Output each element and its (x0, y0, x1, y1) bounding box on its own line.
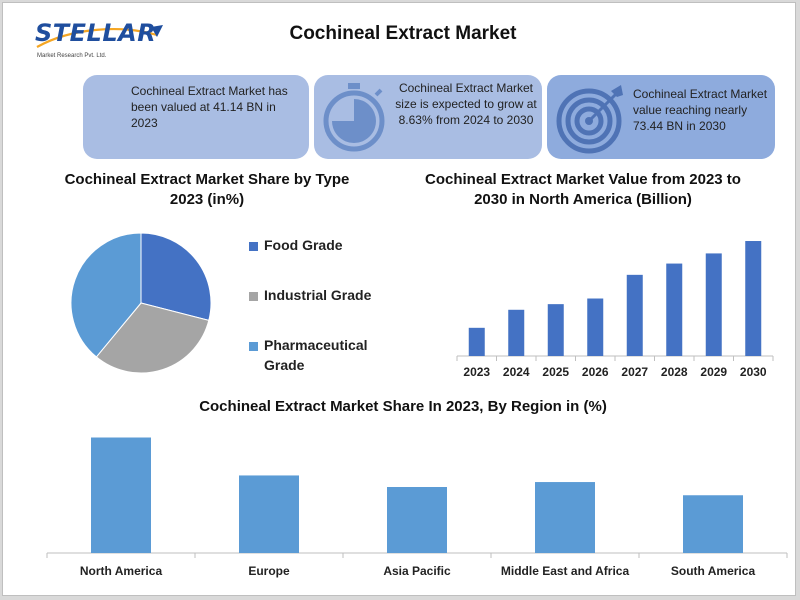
x-tick-label: North America (80, 564, 163, 578)
legend-swatch (249, 342, 258, 351)
bar-2025 (547, 304, 564, 356)
stat-card-forecast: Cochineal Extract Market value reaching … (547, 75, 775, 159)
brand-subtitle: Market Research Pvt. Ltd. (37, 53, 107, 59)
logo: STELLAR Market Research Pvt. Ltd. (33, 13, 183, 65)
bar-middle-east-and-africa (535, 482, 595, 553)
x-tick-label: South America (671, 564, 756, 578)
stat-card-growth: Cochineal Extract Market size is expecte… (314, 75, 542, 159)
pie-slice-industrial-grade (95, 302, 210, 374)
legend-swatch (249, 292, 258, 301)
value-chart-title: Cochineal Extract Market Value from 2023… (425, 171, 741, 208)
bar-2027 (626, 274, 643, 356)
pie-slice-food-grade (140, 232, 212, 322)
x-tick-label: Middle East and Africa (501, 564, 630, 578)
x-tick-label: 2029 (700, 365, 727, 379)
legend-label: Pharmaceutical Grade (264, 337, 368, 373)
bar-2024 (508, 309, 525, 356)
stat-card-text: Cochineal Extract Market has been valued… (131, 84, 288, 130)
bar-2030 (745, 241, 762, 356)
bar-2028 (666, 263, 683, 356)
pie-slice-pharmaceutical-grade (70, 232, 142, 358)
x-tick-label: 2030 (740, 365, 767, 379)
x-tick-label: Europe (248, 564, 290, 578)
bar-2023 (468, 327, 485, 356)
bar-north-america (91, 437, 151, 553)
region-bar-chart: North America Europe Asia Pacific Middle Ea… (46, 437, 788, 578)
pie-chart-title: Cochineal Extract Market Share by Type 2… (64, 171, 350, 208)
stopwatch-icon (318, 81, 390, 158)
x-tick-label: Asia Pacific (383, 564, 451, 578)
x-tick-label: 2026 (582, 365, 609, 379)
stat-card-valuation: Cochineal Extract Market has been valued… (83, 75, 309, 159)
x-tick-label: 2024 (503, 365, 530, 379)
bar-europe (239, 475, 299, 553)
bar-asia-pacific (387, 487, 447, 553)
legend-swatch (249, 242, 258, 251)
bar-2029 (705, 253, 722, 356)
value-bar-chart: 2023 2024 2025 2026 2027 2028 2029 2030 (456, 241, 774, 379)
x-tick-label: 2028 (661, 365, 688, 379)
bar-south-america (683, 495, 743, 553)
pie-chart (70, 232, 212, 374)
target-icon (551, 81, 631, 160)
stat-card-text: Cochineal Extract Market value reaching … (633, 87, 768, 133)
legend-label: Industrial Grade (264, 287, 372, 303)
logo-swoosh-icon (36, 25, 163, 48)
page-title: Cochineal Extract Market (289, 23, 517, 44)
x-tick-label: 2023 (463, 365, 490, 379)
region-chart-title: Cochineal Extract Market Share In 2023, … (199, 398, 607, 415)
legend-label: Food Grade (264, 237, 343, 253)
stat-card-text: Cochineal Extract Market size is expecte… (395, 81, 537, 127)
bar-2026 (587, 298, 604, 356)
x-tick-label: 2027 (621, 365, 648, 379)
x-tick-label: 2025 (542, 365, 569, 379)
brand-name: STELLAR (35, 19, 157, 47)
